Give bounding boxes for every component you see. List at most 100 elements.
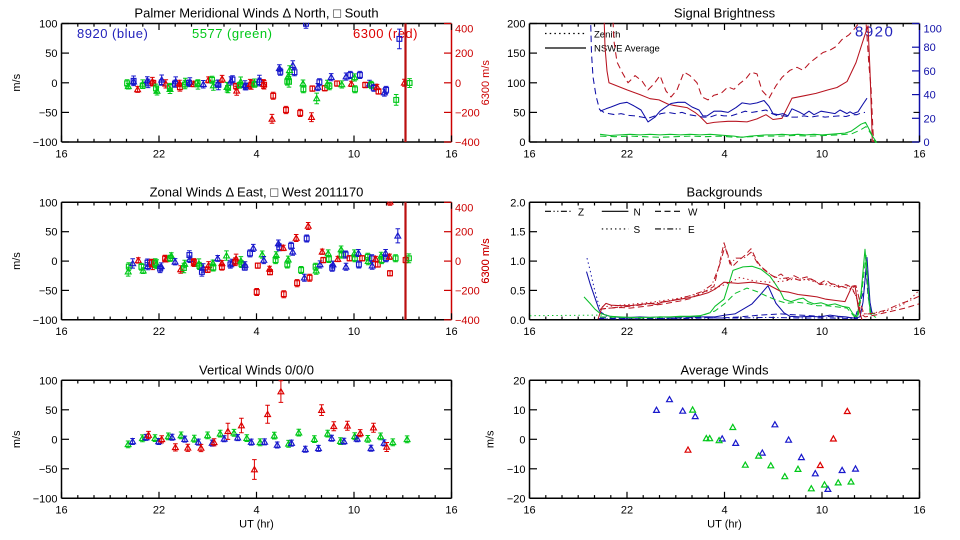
svg-text:16: 16 — [913, 148, 925, 160]
svg-text:0.0: 0.0 — [510, 315, 525, 327]
svg-text:4: 4 — [253, 326, 259, 338]
svg-text:10: 10 — [816, 326, 828, 338]
svg-text:Zonal Winds Δ East, □ West 201: Zonal Winds Δ East, □ West 2011170 — [150, 185, 364, 200]
svg-text:−200: −200 — [455, 285, 480, 297]
svg-text:400: 400 — [455, 24, 473, 36]
svg-text:0: 0 — [455, 256, 461, 268]
svg-text:m/s: m/s — [11, 73, 23, 91]
svg-text:−200: −200 — [455, 107, 480, 119]
svg-text:8920 (blue): 8920 (blue) — [77, 26, 148, 41]
svg-text:10: 10 — [816, 148, 828, 160]
svg-text:50: 50 — [45, 48, 57, 60]
svg-text:40: 40 — [924, 90, 936, 102]
svg-text:−20: −20 — [507, 493, 526, 505]
svg-text:50: 50 — [513, 107, 525, 119]
svg-text:6300 (red): 6300 (red) — [353, 26, 418, 41]
svg-text:W: W — [688, 207, 698, 218]
svg-text:22: 22 — [621, 148, 633, 160]
svg-text:Signal Brightness: Signal Brightness — [674, 6, 776, 21]
svg-text:6300 m/s: 6300 m/s — [480, 238, 492, 284]
svg-text:−100: −100 — [33, 493, 58, 505]
svg-text:4: 4 — [253, 505, 259, 517]
svg-text:16: 16 — [445, 505, 457, 517]
svg-text:−50: −50 — [39, 464, 58, 476]
svg-text:m/s: m/s — [485, 430, 497, 448]
svg-text:4: 4 — [721, 326, 727, 338]
svg-text:50: 50 — [45, 405, 57, 417]
svg-text:0: 0 — [51, 256, 57, 268]
svg-text:10: 10 — [348, 148, 360, 160]
svg-text:16: 16 — [523, 326, 535, 338]
svg-text:16: 16 — [523, 505, 535, 517]
svg-text:200: 200 — [455, 48, 473, 60]
svg-text:8920: 8920 — [855, 24, 894, 41]
svg-text:10: 10 — [816, 505, 828, 517]
svg-text:−100: −100 — [33, 137, 58, 149]
svg-text:m/s: m/s — [11, 252, 23, 270]
svg-text:16: 16 — [55, 505, 67, 517]
svg-text:Z: Z — [578, 207, 584, 218]
svg-text:100: 100 — [39, 197, 57, 209]
svg-text:22: 22 — [621, 326, 633, 338]
svg-text:22: 22 — [153, 505, 165, 517]
svg-text:100: 100 — [39, 19, 57, 31]
svg-text:5577 (green): 5577 (green) — [192, 26, 272, 41]
svg-text:−50: −50 — [39, 285, 58, 297]
svg-text:0: 0 — [924, 137, 930, 149]
svg-text:100: 100 — [507, 78, 525, 90]
svg-text:1.0: 1.0 — [510, 256, 525, 268]
svg-text:20: 20 — [513, 375, 525, 387]
svg-text:4: 4 — [721, 148, 727, 160]
svg-text:16: 16 — [445, 326, 457, 338]
svg-text:16: 16 — [913, 326, 925, 338]
svg-text:0: 0 — [51, 78, 57, 90]
svg-text:m/s: m/s — [11, 430, 23, 448]
svg-text:16: 16 — [55, 326, 67, 338]
svg-text:Backgrounds: Backgrounds — [687, 185, 763, 200]
svg-text:200: 200 — [507, 19, 525, 31]
svg-text:−400: −400 — [455, 315, 480, 327]
svg-text:Zenith: Zenith — [594, 30, 620, 41]
svg-text:0: 0 — [519, 434, 525, 446]
svg-text:4: 4 — [253, 148, 259, 160]
svg-text:16: 16 — [523, 148, 535, 160]
svg-text:60: 60 — [924, 66, 936, 78]
svg-text:200: 200 — [455, 227, 473, 239]
svg-text:2.0: 2.0 — [510, 197, 525, 209]
svg-text:4: 4 — [721, 505, 727, 517]
svg-text:22: 22 — [621, 505, 633, 517]
svg-text:NSWE Average: NSWE Average — [594, 44, 660, 55]
svg-text:10: 10 — [348, 505, 360, 517]
svg-text:22: 22 — [153, 326, 165, 338]
svg-text:UT (hr): UT (hr) — [707, 518, 742, 530]
svg-text:0.5: 0.5 — [510, 285, 525, 297]
svg-text:16: 16 — [445, 148, 457, 160]
svg-text:400: 400 — [455, 202, 473, 214]
svg-text:E: E — [688, 225, 695, 236]
svg-text:6300 m/s: 6300 m/s — [480, 60, 492, 106]
svg-text:80: 80 — [924, 42, 936, 54]
svg-text:Palmer Meridional Winds Δ Nort: Palmer Meridional Winds Δ North, □ South — [134, 6, 378, 21]
svg-text:50: 50 — [45, 227, 57, 239]
svg-text:−100: −100 — [33, 315, 58, 327]
svg-text:20: 20 — [924, 113, 936, 125]
svg-text:100: 100 — [39, 375, 57, 387]
svg-text:100: 100 — [924, 24, 942, 36]
svg-text:10: 10 — [513, 405, 525, 417]
svg-text:16: 16 — [913, 505, 925, 517]
svg-text:16: 16 — [55, 148, 67, 160]
svg-text:Vertical Winds 0/0/0: Vertical Winds 0/0/0 — [199, 363, 314, 378]
svg-text:150: 150 — [507, 48, 525, 60]
svg-text:0: 0 — [519, 137, 525, 149]
svg-text:S: S — [634, 225, 641, 236]
svg-text:N: N — [634, 207, 641, 218]
svg-text:22: 22 — [153, 148, 165, 160]
svg-text:−10: −10 — [507, 464, 526, 476]
svg-text:0: 0 — [51, 434, 57, 446]
svg-text:0: 0 — [455, 78, 461, 90]
svg-text:10: 10 — [348, 326, 360, 338]
svg-text:−50: −50 — [39, 107, 58, 119]
svg-text:−400: −400 — [455, 137, 480, 149]
svg-text:Average Winds: Average Winds — [681, 363, 769, 378]
svg-text:1.5: 1.5 — [510, 227, 525, 239]
